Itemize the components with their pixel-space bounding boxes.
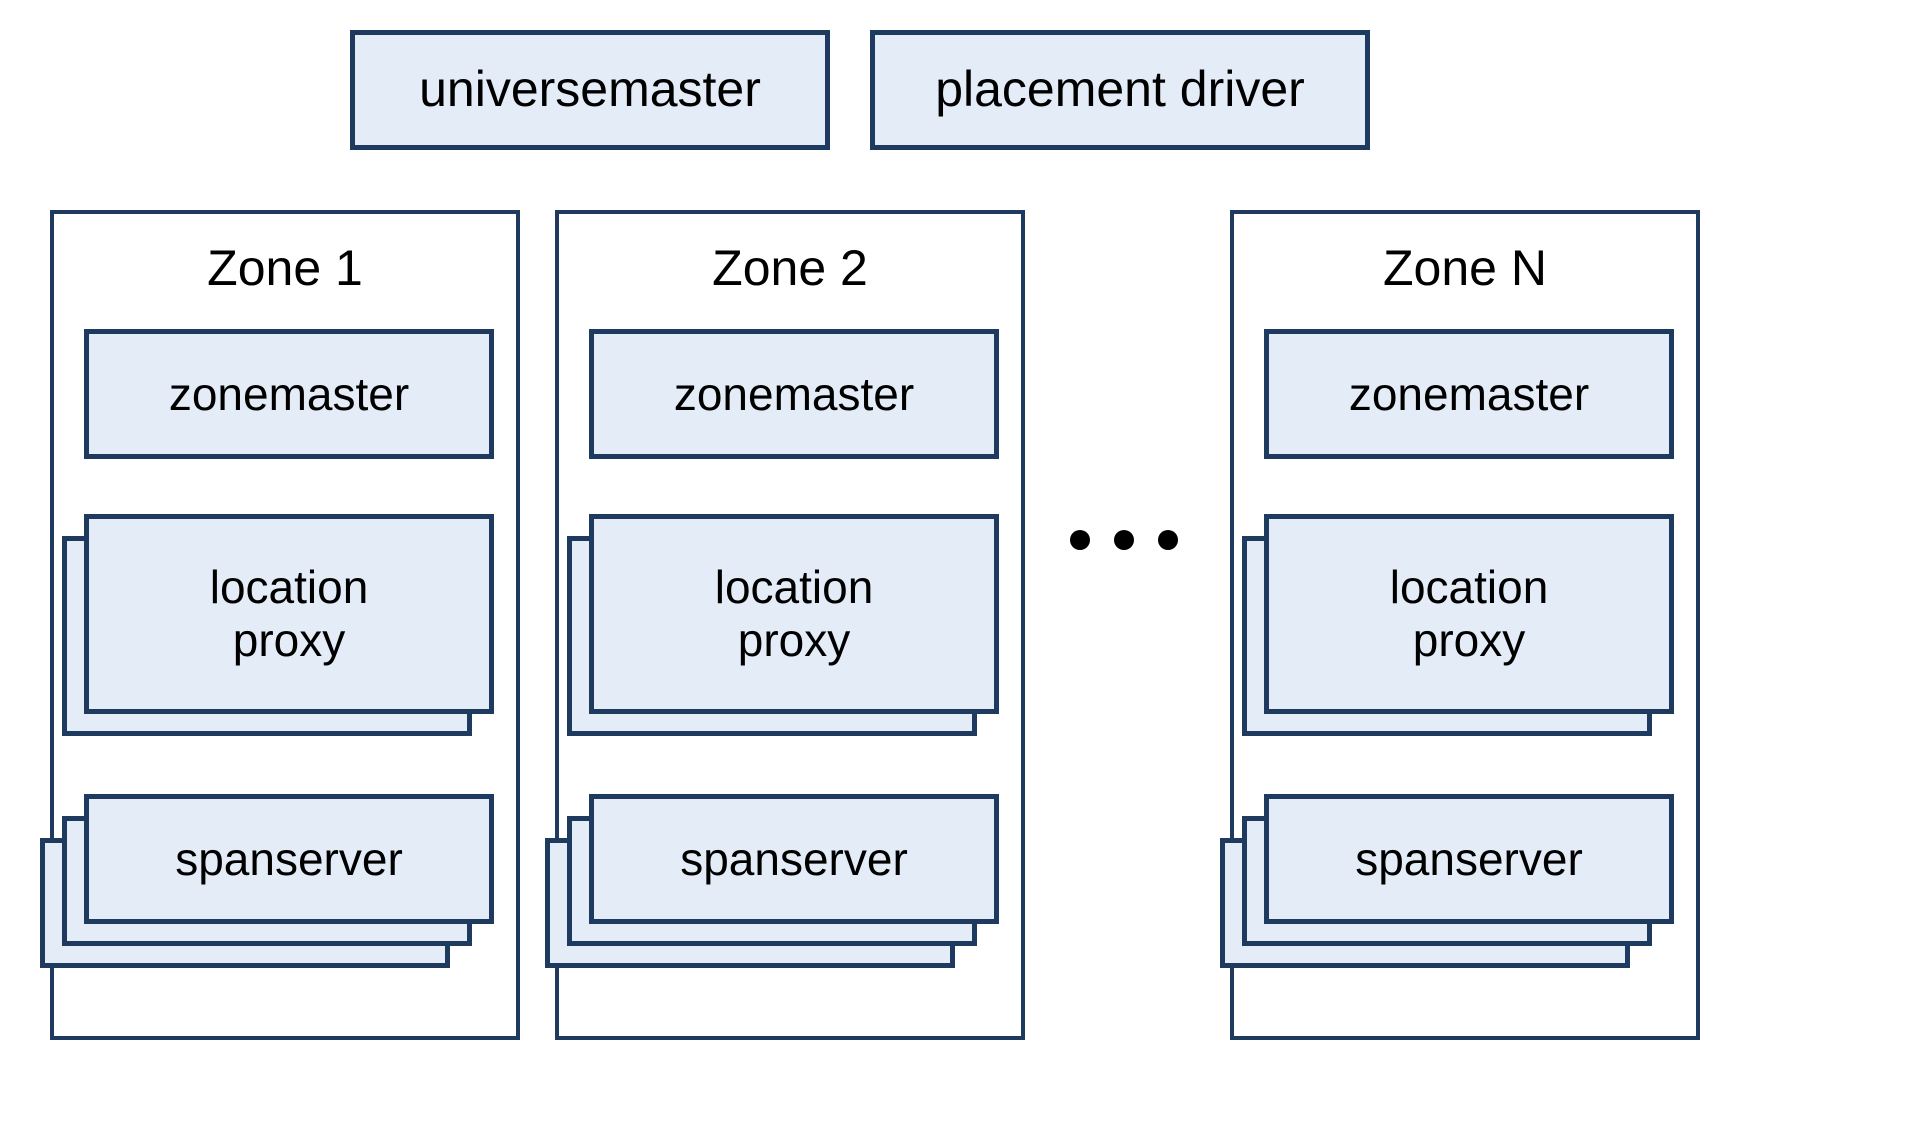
zone-2-title-text: Zone 2 <box>712 240 868 296</box>
zone-n-spanserver-label: spanserver <box>1355 833 1583 886</box>
zone-n-title: Zone N <box>1234 239 1696 297</box>
placement-driver-box: placement driver <box>870 30 1370 150</box>
zone-2-frame: Zone 2 zonemaster location proxy spanser… <box>555 210 1025 1040</box>
placement-driver-label: placement driver <box>935 61 1305 119</box>
dot-icon <box>1070 530 1090 550</box>
zone-1-frame: Zone 1 zonemaster location proxy spanser… <box>50 210 520 1040</box>
zone-2-title: Zone 2 <box>559 239 1021 297</box>
zone-1-spanserver-label: spanserver <box>175 833 403 886</box>
zone-1-title: Zone 1 <box>54 239 516 297</box>
zone-n-frame: Zone N zonemaster location proxy spanser… <box>1230 210 1700 1040</box>
dot-icon <box>1158 530 1178 550</box>
zone-n-spanserver-box: spanserver <box>1264 794 1674 924</box>
ellipsis-dots <box>1070 530 1178 550</box>
zone-1-locproxy-label: location proxy <box>210 561 369 667</box>
universemaster-label: universemaster <box>419 61 761 119</box>
zone-1-title-text: Zone 1 <box>207 240 363 296</box>
zone-2-spanserver-label: spanserver <box>680 833 908 886</box>
zone-n-zonemaster-label: zonemaster <box>1349 368 1589 421</box>
zone-1-zonemaster-box: zonemaster <box>84 329 494 459</box>
zone-n-locproxy-label: location proxy <box>1390 561 1549 667</box>
zone-1-locproxy-box: location proxy <box>84 514 494 714</box>
diagram-canvas: universemaster placement driver Zone 1 z… <box>0 0 1906 1128</box>
zone-2-locproxy-box: location proxy <box>589 514 999 714</box>
zone-n-title-text: Zone N <box>1383 240 1547 296</box>
zone-2-locproxy-label: location proxy <box>715 561 874 667</box>
dot-icon <box>1114 530 1134 550</box>
zone-2-spanserver-box: spanserver <box>589 794 999 924</box>
universemaster-box: universemaster <box>350 30 830 150</box>
zone-1-zonemaster-label: zonemaster <box>169 368 409 421</box>
zone-1-spanserver-box: spanserver <box>84 794 494 924</box>
zone-2-zonemaster-box: zonemaster <box>589 329 999 459</box>
zone-n-zonemaster-box: zonemaster <box>1264 329 1674 459</box>
zone-2-zonemaster-label: zonemaster <box>674 368 914 421</box>
zone-n-locproxy-box: location proxy <box>1264 514 1674 714</box>
